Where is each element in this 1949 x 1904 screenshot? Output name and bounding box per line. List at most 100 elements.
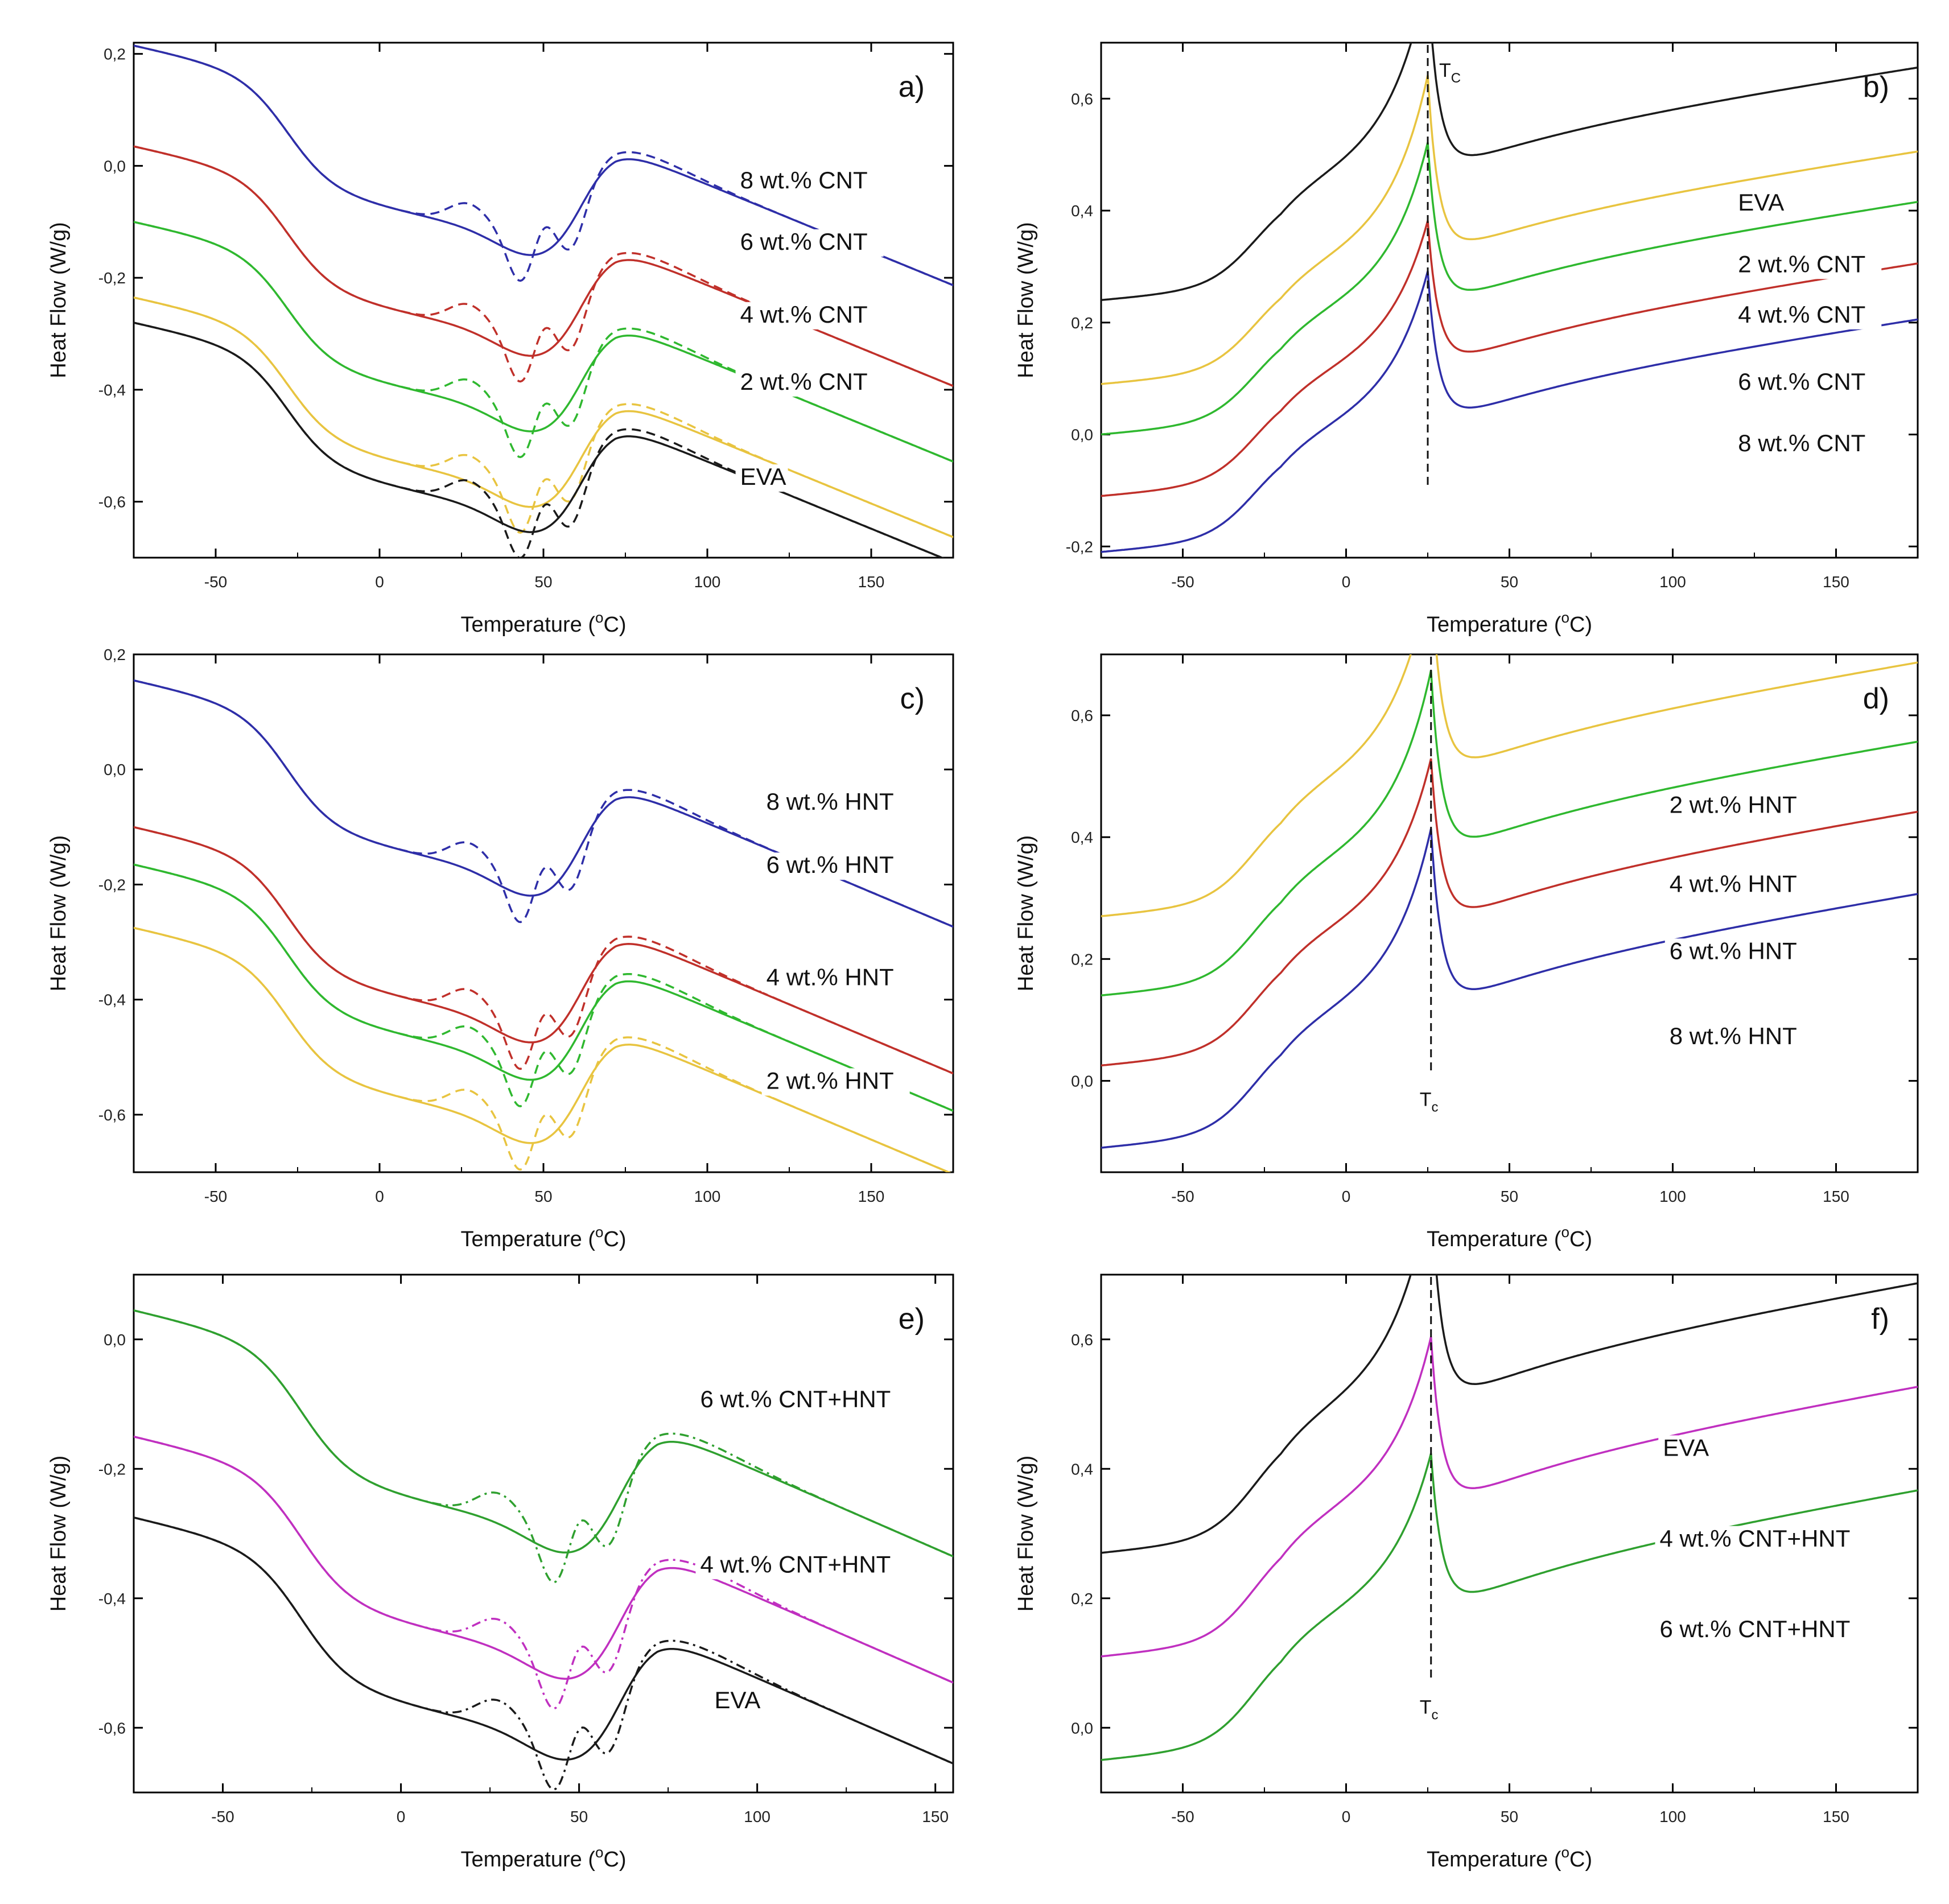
series-label-4-wt-cnt-hnt: 4 wt.% CNT+HNT [700,1551,891,1577]
series-label-eva: EVA [1663,1435,1709,1461]
plot-frame [1100,42,1919,559]
y-tick-label: -0,2 [98,269,126,287]
series-4-wt-cnt-hnt [1101,1336,1918,1658]
series-label-eva: EVA [1738,189,1784,216]
series-4-wt-hnt [134,863,953,1112]
y-tick-label: 0,2 [104,46,126,63]
line-2-wt-hnt [1101,654,1918,917]
series-label-4-wt-cnt-hnt: 4 wt.% CNT+HNT [1660,1525,1851,1552]
x-tick-label: -50 [204,573,227,591]
series-2-wt-cnt [1101,75,1918,385]
plot-frame [133,1274,954,1794]
line-6-wt-cnt-hnt [134,1309,953,1557]
series-label-8-wt-cnt: 8 wt.% CNT [740,167,868,193]
label-bg [695,1387,899,1415]
y-tick-label: 0,4 [1071,829,1093,846]
x-tick-label: 150 [858,1188,885,1205]
panel-b: -50 0 50 100 150 -0,2 0,0 0,2 0,4 0,6 Temperature … [1014,42,1919,637]
series-4-wt-cnt [134,221,953,463]
x-tick-label: -50 [211,1808,234,1825]
label-bg [735,369,884,397]
label-bg [735,464,788,492]
dashed-line-4-wt-hnt [134,863,953,1112]
series-label-6-wt-cnt-hnt: 6 wt.% CNT+HNT [1660,1615,1851,1642]
series-label-4-wt-hnt: 4 wt.% HNT [767,963,894,990]
series-label-4-wt-hnt: 4 wt.% HNT [1670,871,1797,897]
tc-label: TC [1439,60,1461,86]
series-group [134,44,953,558]
x-axis-label: Temperature (oC) [460,609,626,637]
series-6-wt-hnt [1101,758,1918,1067]
label-bg [1655,1617,1858,1644]
y-tick-label: -0,2 [1066,538,1093,555]
label-bg [1664,871,1813,899]
x-tick-label: 100 [694,573,721,591]
series-4-wt-hnt [1101,670,1918,997]
x-tick-label: 50 [534,1188,552,1205]
line-6-wt-cnt-hnt [1101,1453,1918,1761]
panel-e: -50 0 50 100 150 -0,6 -0,4 -0,2 0,0 Temperature (… [47,1274,954,1872]
x-tick-label: 150 [1823,1808,1849,1825]
y-tick-label: -0,6 [98,1106,126,1124]
series-2-wt-hnt [1101,654,1918,917]
x-axis-label: Temperature (oC) [1427,1223,1592,1251]
line-eva [1101,43,1918,302]
series-label-8-wt-hnt: 8 wt.% HNT [767,788,894,815]
panel-label: a) [899,71,925,104]
y-tick-label: 0,0 [104,761,126,778]
y-tick-label: -0,2 [98,1460,126,1478]
y-tick-label: 0,6 [1071,1331,1093,1349]
x-tick-label: 150 [922,1808,949,1825]
x-axis-label: Temperature (oC) [1427,1844,1592,1872]
y-tick-label: 0,2 [1071,314,1093,332]
dashed-line-6-wt-hnt [134,826,953,1075]
line-6-wt-hnt [1101,758,1918,1067]
series-group [1101,1275,1918,1761]
x-tick-label: 50 [1501,1188,1518,1205]
dashed-line-4-wt-cnt-hnt [134,1435,953,1710]
label-bg [1658,1435,1711,1463]
y-axis-label: Heat Flow (W/g) [47,222,71,378]
line-6-wt-cnt [1101,220,1918,497]
line-eva [134,322,945,558]
y-tick-label: 0,4 [1071,202,1093,220]
dashed-line-6-wt-cnt-hnt [134,1309,953,1584]
y-tick-label: 0,0 [104,1331,126,1349]
series-label-6-wt-hnt: 6 wt.% HNT [767,851,894,878]
label-bg [735,302,884,329]
x-tick-label: -50 [1171,1808,1194,1825]
y-axis-label: Heat Flow (W/g) [1014,1456,1038,1612]
label-bg [1655,1526,1858,1553]
y-tick-label: -0,6 [98,1719,126,1737]
panel-c: -50 0 50 100 150 -0,6 -0,4 -0,2 0,0 0,2 Temperatur… [47,646,954,1251]
series-eva [134,1516,953,1791]
x-tick-label: 0 [375,1188,384,1205]
dashed-line-eva [134,1516,953,1791]
series-label-2-wt-cnt: 2 wt.% CNT [1738,250,1865,277]
label-bg [761,1068,910,1096]
line-8-wt-hnt [1101,828,1918,1149]
series-label-6-wt-cnt: 6 wt.% CNT [740,228,868,255]
series-6-wt-hnt [134,826,953,1075]
line-8-wt-cnt [1101,270,1918,553]
label-bg [761,852,910,880]
y-axis-label: Heat Flow (W/g) [1014,222,1038,378]
label-bg [1733,252,1882,279]
tc-label: Tc [1420,1697,1439,1723]
y-tick-label: 0,2 [1071,1590,1093,1608]
label-bg [761,965,910,992]
dashed-line-eva [134,322,945,558]
plot-frame [1100,653,1919,1173]
series-group [1101,654,1918,1149]
y-axis-label: Heat Flow (W/g) [47,1456,71,1612]
series-2-wt-cnt [134,296,953,538]
series-label-2-wt-hnt: 2 wt.% HNT [767,1067,894,1094]
x-tick-label: 0 [375,573,384,591]
x-tick-label: 0 [1342,1188,1351,1205]
line-4-wt-cnt [1101,142,1918,436]
series-2-wt-hnt [134,926,951,1172]
line-4-wt-cnt-hnt [1101,1336,1918,1658]
series-label-4-wt-cnt: 4 wt.% CNT [1738,301,1865,328]
x-axis-label: Temperature (oC) [460,1844,626,1872]
x-tick-label: 100 [1659,1188,1686,1205]
